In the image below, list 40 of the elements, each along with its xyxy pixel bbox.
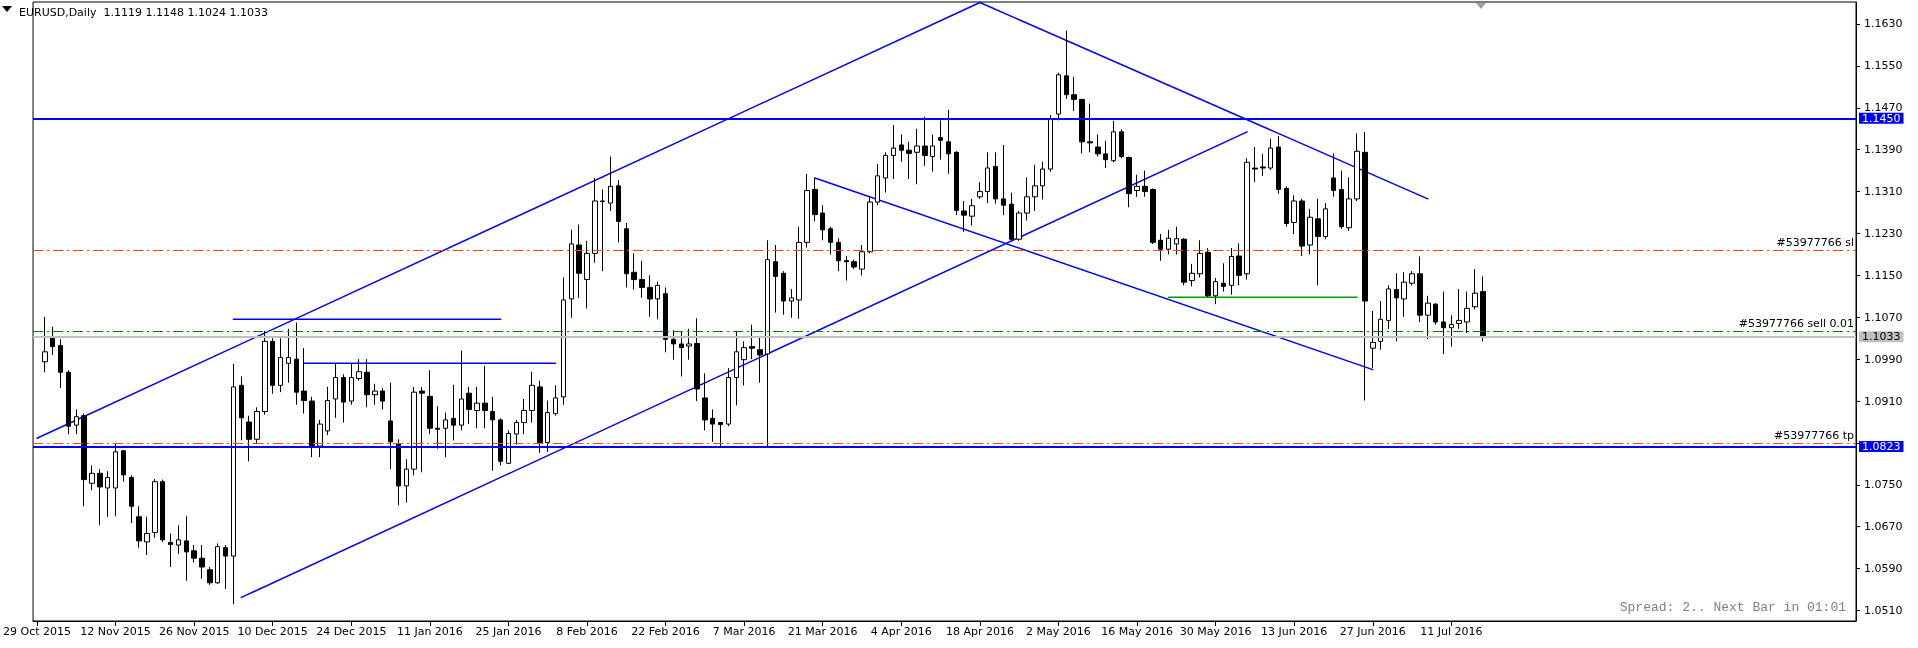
x-tick-label: 22 Feb 2016 <box>631 625 700 638</box>
x-tick-label: 24 Dec 2015 <box>316 625 387 638</box>
x-tick-label: 2 May 2016 <box>1026 625 1091 638</box>
y-tick-label: 1.1310 <box>1864 185 1903 199</box>
x-tick-label: 12 Nov 2015 <box>80 625 151 638</box>
x-tick-label: 11 Jul 2016 <box>1420 625 1483 638</box>
x-tick-label: 21 Mar 2016 <box>787 625 858 638</box>
y-tick-label: 1.0590 <box>1864 562 1903 576</box>
annotation: Spread: 2.. Next Bar in 01:01 <box>1619 600 1847 615</box>
y-tick-label: 1.0750 <box>1864 478 1903 492</box>
ref-line-label: #53977766 sl <box>1776 236 1854 250</box>
y-tick-label: 1.0990 <box>1864 352 1903 366</box>
y-tick-label: 1.1230 <box>1864 226 1903 240</box>
x-tick-label: 29 Oct 2015 <box>2 625 71 638</box>
y-tick-label: 1.0510 <box>1864 604 1903 618</box>
ref-line-label: #53977766 tp <box>1774 428 1855 442</box>
y-tick-label: 1.0670 <box>1864 520 1903 534</box>
y-tick-label: 1.1390 <box>1864 143 1903 157</box>
x-tick-label: 30 May 2016 <box>1179 625 1252 638</box>
x-tick-label: 25 Jan 2016 <box>475 625 542 638</box>
y-tick-label: 1.1550 <box>1864 59 1903 73</box>
ref-line-label: 1.1450 <box>1862 111 1901 125</box>
ref-line-label: #53977766 sell 0.01 <box>1738 316 1854 330</box>
x-tick-label: 11 Jan 2016 <box>396 625 463 638</box>
x-tick-label: 10 Dec 2015 <box>237 625 308 638</box>
y-tick-label: 1.0910 <box>1864 394 1903 408</box>
x-tick-label: 8 Feb 2016 <box>556 625 618 638</box>
y-tick-label: 1.1630 <box>1864 17 1903 31</box>
x-tick-label: 16 May 2016 <box>1101 625 1173 638</box>
chart-title: EURUSD,Daily 1.1119 1.1148 1.1024 1.1033 <box>19 6 268 19</box>
ref-line-label: 1.0823 <box>1862 440 1901 454</box>
x-tick-label: 27 Jun 2016 <box>1339 625 1406 638</box>
y-tick-label: 1.1070 <box>1864 310 1903 324</box>
x-tick-label: 26 Nov 2015 <box>158 625 230 638</box>
ref-line-label: 1.1033 <box>1862 330 1901 344</box>
y-tick-label: 1.1150 <box>1864 268 1903 282</box>
x-tick-label: 18 Apr 2016 <box>945 625 1014 638</box>
x-tick-label: 7 Mar 2016 <box>712 625 776 638</box>
x-tick-label: 13 Jun 2016 <box>1261 625 1328 638</box>
x-tick-label: 4 Apr 2016 <box>870 625 932 638</box>
